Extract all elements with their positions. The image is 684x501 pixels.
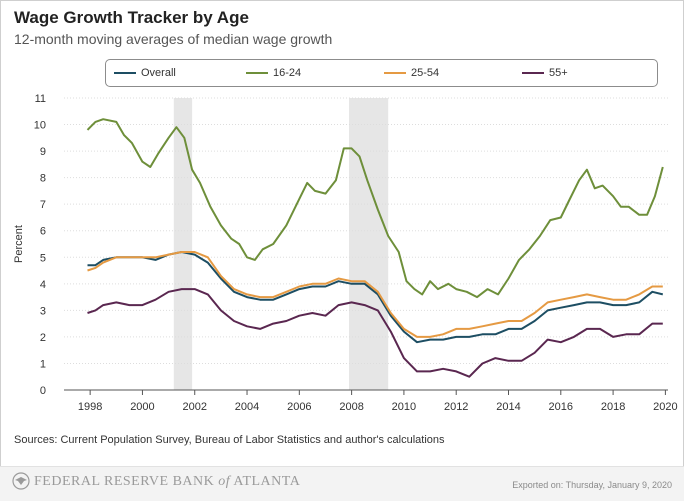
footer-bank-name: FEDERAL RESERVE BANK of ATLANTA <box>34 474 300 490</box>
x-tick-label: 2018 <box>601 401 625 413</box>
chart-subtitle: 12-month moving averages of median wage … <box>14 31 333 47</box>
line-chart: 0 1 2 3 4 5 6 7 8 9 10 11 1998 2000 2002 2004 2006 2008 20… <box>13 93 678 413</box>
chart-legend[interactable]: Overall 16-24 25-54 55+ <box>105 59 658 87</box>
eagle-logo-icon <box>12 472 30 490</box>
chart-title: Wage Growth Tracker by Age <box>14 8 249 27</box>
y-tick-label: 11 <box>35 93 46 105</box>
legend-item-25-54[interactable]: 25-54 <box>384 67 439 79</box>
legend-label-25-54: 25-54 <box>411 67 440 79</box>
bank-of: of <box>218 474 231 489</box>
bank-city: ATLANTA <box>233 474 301 489</box>
y-tick-label: 10 <box>34 120 46 132</box>
y-axis-label: Percent <box>13 225 25 263</box>
series-line-age-55-plus <box>87 288 663 378</box>
y-tick-label: 1 <box>40 358 46 370</box>
x-tick-label: 2008 <box>339 401 363 413</box>
legend-label-overall: Overall <box>141 67 176 79</box>
legend-swatch-16-24 <box>246 72 268 74</box>
legend-label-55-plus: 55+ <box>549 67 568 79</box>
footer-bar <box>0 466 684 501</box>
legend-swatch-55-plus <box>522 72 544 74</box>
y-tick-label: 3 <box>40 305 46 317</box>
y-tick-label: 5 <box>40 252 46 264</box>
y-tick-label: 7 <box>40 199 46 211</box>
legend-label-16-24: 16-24 <box>273 67 302 79</box>
x-tick-label: 2004 <box>235 401 259 413</box>
legend-swatch-overall <box>114 72 136 74</box>
legend-item-16-24[interactable]: 16-24 <box>246 67 301 79</box>
x-tick-label: 2006 <box>287 401 311 413</box>
x-tick-label: 2000 <box>130 401 154 413</box>
legend-swatch-25-54 <box>384 72 406 74</box>
x-tick-label: 2012 <box>444 401 468 413</box>
y-tick-label: 0 <box>40 385 46 397</box>
x-tick-label: 2002 <box>182 401 206 413</box>
x-tick-label: 2020 <box>653 401 677 413</box>
y-tick-label: 2 <box>40 332 46 344</box>
y-tick-label: 8 <box>40 173 46 185</box>
recession-band-0 <box>173 98 193 390</box>
x-tick-label: 2014 <box>496 401 520 413</box>
y-tick-label: 6 <box>40 226 46 238</box>
bank-prefix: FEDERAL RESERVE BANK <box>34 474 215 489</box>
x-tick-label: 2010 <box>392 401 416 413</box>
y-tick-label: 4 <box>40 279 46 291</box>
legend-item-55-plus[interactable]: 55+ <box>522 67 568 79</box>
recession-band-1 <box>349 98 389 390</box>
sources-note: Sources: Current Population Survey, Bure… <box>14 434 445 446</box>
export-timestamp: Exported on: Thursday, January 9, 2020 <box>512 480 672 490</box>
series-line-age-25-54 <box>87 251 663 338</box>
y-tick-label: 9 <box>40 146 46 158</box>
x-tick-label: 2016 <box>549 401 573 413</box>
series-line-age-16-24 <box>86 118 664 299</box>
x-tick-label: 1998 <box>78 401 102 413</box>
legend-item-overall[interactable]: Overall <box>114 67 176 79</box>
